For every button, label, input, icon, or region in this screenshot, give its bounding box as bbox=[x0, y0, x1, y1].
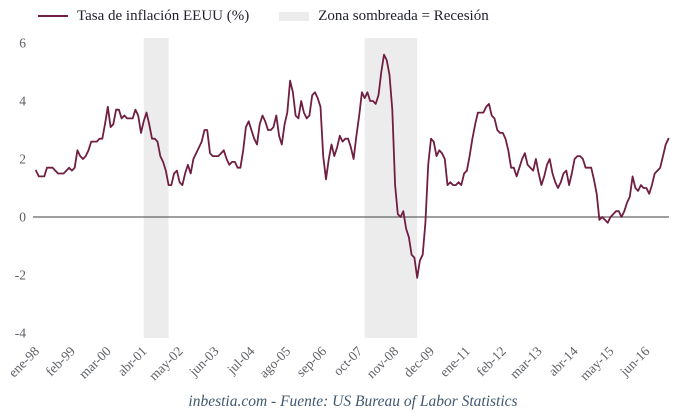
x-axis-tick-label: feb-99 bbox=[43, 343, 79, 379]
y-axis-tick-label: 6 bbox=[19, 36, 26, 51]
x-axis-tick-label: mar-00 bbox=[76, 343, 114, 381]
x-axis-tick-label: jul-04 bbox=[223, 343, 257, 377]
recession-band bbox=[143, 38, 169, 338]
y-axis-tick-label: 4 bbox=[19, 94, 26, 109]
line-swatch-icon bbox=[38, 15, 68, 17]
x-axis-tick-label: ago-05 bbox=[256, 343, 293, 380]
legend-line-label: Tasa de inflación EEUU (%) bbox=[77, 8, 250, 24]
x-axis-tick-label: sep-06 bbox=[293, 343, 329, 379]
x-axis-tick-label: oct-07 bbox=[330, 343, 365, 378]
y-axis-tick-label: -2 bbox=[15, 268, 26, 283]
inflation-line bbox=[35, 53, 670, 279]
x-axis-tick-label: mar-13 bbox=[507, 343, 545, 381]
legend-band-label: Zona sombreada = Recesión bbox=[318, 8, 489, 24]
legend-item-inflation-line: Tasa de inflación EEUU (%) bbox=[38, 6, 249, 26]
x-axis-tick-label: jun-16 bbox=[616, 343, 652, 379]
x-axis-tick-label: may-15 bbox=[577, 343, 617, 383]
x-axis-tick-label: feb-12 bbox=[473, 344, 509, 380]
x-axis-tick-label: jun-03 bbox=[185, 343, 221, 379]
x-axis-tick-label: nov-08 bbox=[364, 343, 402, 381]
x-axis-tick-label: ene-11 bbox=[437, 344, 473, 380]
source-attribution: inbestia.com - Fuente: US Bureau of Labo… bbox=[188, 393, 518, 410]
y-axis-tick-label: 2 bbox=[19, 152, 26, 167]
x-axis-tick-label: dec-09 bbox=[401, 343, 438, 380]
x-axis-tick-label: ene-98 bbox=[6, 343, 43, 380]
legend-item-recession-band: Zona sombreada = Recesión bbox=[279, 6, 489, 26]
x-axis-tick-label: abr-01 bbox=[114, 344, 149, 379]
y-axis-tick-label: 0 bbox=[19, 210, 26, 225]
x-axis-tick-label: may-02 bbox=[146, 344, 186, 384]
chart-legend: Tasa de inflación EEUU (%) Zona sombread… bbox=[38, 6, 489, 26]
shaded-band-swatch-icon bbox=[279, 11, 310, 21]
x-axis-tick-label: abr-14 bbox=[545, 343, 581, 379]
y-axis-tick-label: -4 bbox=[15, 326, 26, 341]
